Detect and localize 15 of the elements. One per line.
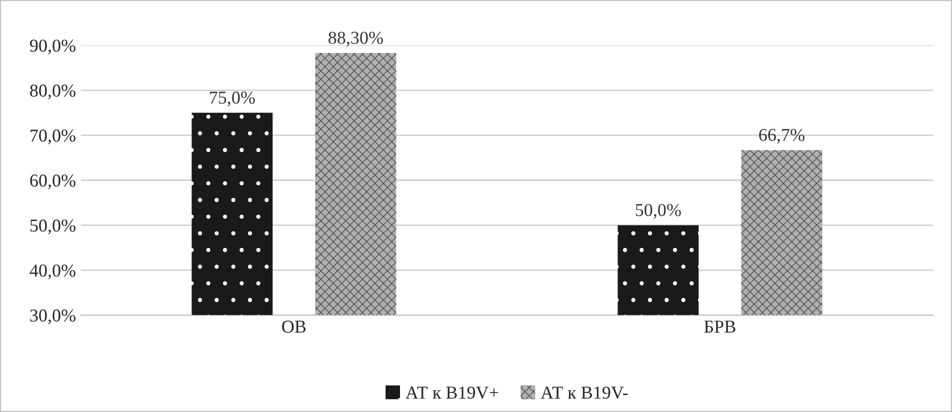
data-label: 88,30% [328,32,383,46]
y-tick-label: 60,0% [30,174,76,190]
data-label: 75,0% [210,92,255,106]
legend-label: АТ к В19V- [540,386,628,399]
y-tick-label: 90,0% [30,40,76,54]
y-tick-label: 80,0% [30,84,76,100]
data-label: 50,0% [636,204,681,219]
y-tick-label: 50,0% [30,219,76,234]
x-tick-label: БРВ [704,320,736,333]
y-tick-label: 30,0% [30,309,76,324]
x-tick-label: ОВ [282,320,306,333]
y-tick-label: 40,0% [30,264,76,280]
y-tick-label: 70,0% [30,130,76,144]
data-label: 66,7% [759,128,804,144]
legend-label: АТ к В19V+ [406,386,498,399]
